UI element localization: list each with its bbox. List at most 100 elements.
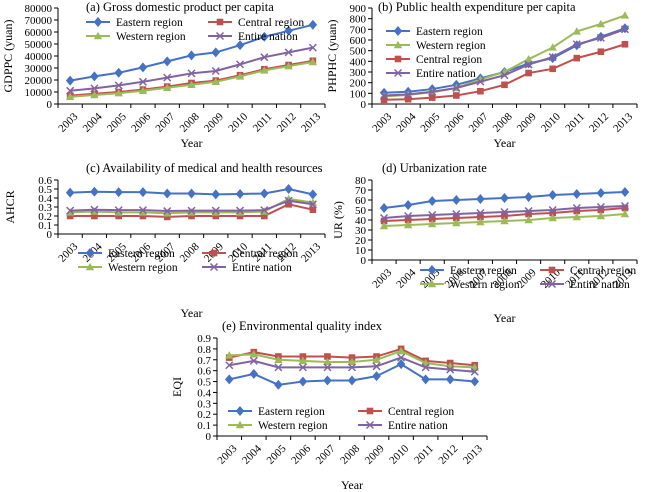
data-point-nation (211, 66, 220, 76)
y-tick-label: 50 (355, 205, 367, 217)
legend-label: Western region (416, 40, 486, 52)
x-axis-label: Year (341, 478, 363, 492)
legend-entry-nation: Entire nation (358, 420, 448, 432)
data-point-western (90, 90, 99, 99)
y-tick-label: 0.1 (197, 420, 211, 432)
data-point-central (348, 354, 356, 361)
data-point-nation-stroke-b (249, 356, 258, 365)
panel-title: (b) Public health expenditure per capita (378, 0, 576, 14)
data-point-central (380, 96, 388, 104)
data-point-nation-stroke-b (138, 77, 147, 86)
series-eastern (65, 184, 318, 200)
data-point-nation-stroke-b (620, 201, 629, 211)
y-tick-label: 0.1 (38, 220, 52, 232)
data-point-western (308, 57, 318, 66)
data-point-nation-stroke-b (452, 209, 461, 219)
data-point-central (115, 212, 122, 220)
y-tick-label: 60 (355, 195, 367, 207)
data-point-western (524, 215, 533, 224)
data-point-nation (114, 81, 123, 90)
y-tick-label: 20 (355, 235, 367, 247)
data-point-nation-stroke-b (236, 206, 245, 215)
data-point-eastern (235, 40, 245, 51)
y-tick-label: 0 (206, 431, 212, 443)
series-western (225, 346, 479, 371)
legend: Eastern region Central region Western regi… (86, 17, 304, 43)
legend-marker-stroke-b (547, 279, 557, 289)
data-point-eastern (421, 374, 430, 385)
data-point-nation-stroke-b (476, 77, 485, 86)
panel-title: (c) Availability of medical and health r… (86, 161, 323, 175)
legend-label: Eastern region (258, 406, 325, 418)
data-point-western (347, 357, 357, 366)
legend-marker (365, 420, 375, 430)
legend-marker (548, 266, 556, 274)
data-point-western (620, 209, 630, 218)
data-point-nation-stroke-b (308, 200, 317, 209)
x-tick-label: 2011 (563, 111, 587, 135)
data-point-nation (249, 356, 258, 365)
data-point-eastern (65, 75, 75, 86)
legend-entry-central: Central region (358, 406, 454, 418)
data-point-eastern (308, 189, 318, 200)
data-point-nation-stroke-b (347, 363, 357, 372)
data-point-eastern (596, 188, 606, 198)
x-tick-label: 2005 (265, 442, 289, 466)
data-point-nation-stroke-b (476, 208, 485, 218)
y-tick-label: 60000 (25, 27, 53, 39)
y-tick-label: 40 (355, 215, 367, 227)
x-tick-label: 2004 (394, 266, 418, 290)
data-point-central (212, 212, 220, 220)
data-point-eastern (138, 187, 148, 198)
data-point-nation (548, 53, 557, 62)
y-tick-label: 70 (355, 185, 367, 197)
legend-label: Entire nation (570, 279, 630, 291)
series-nation (225, 353, 479, 376)
x-tick-label: 2013 (299, 110, 323, 134)
data-point-nation (66, 86, 75, 95)
x-axis-label: Year (180, 136, 202, 150)
data-point-nation-stroke-b (66, 86, 75, 95)
data-point-eastern (90, 71, 99, 82)
panel-4: 00.10.20.30.40.50.60.70.80.9 2003 2004 2005… (170, 319, 488, 492)
panel-title: (e) Environmental quality index (222, 319, 383, 333)
data-point-eastern (162, 188, 172, 199)
data-point-nation-stroke-b (596, 33, 605, 42)
data-point-western (65, 92, 75, 100)
data-point-eastern (347, 375, 357, 386)
legend-label: Western region (116, 31, 186, 43)
data-point-eastern (452, 195, 461, 205)
y-tick-label: 0 (361, 99, 367, 111)
data-point-nation-stroke-b (421, 363, 430, 372)
x-tick-label: 2004 (240, 442, 264, 466)
data-point-nation (470, 367, 479, 376)
legend-entry-central: Central region (386, 54, 482, 66)
legend-entry-central: Central region (540, 265, 636, 277)
legend-entry-central: Central region (208, 17, 304, 29)
data-point-central (549, 65, 556, 73)
legend-marker (427, 265, 437, 275)
data-point-central (453, 92, 460, 99)
y-tick-label: 10 (355, 245, 367, 257)
data-point-nation-stroke-b (225, 361, 234, 370)
data-point-nation (452, 83, 461, 93)
legend-marker (547, 279, 557, 289)
data-point-nation (372, 362, 381, 371)
y-tick-label: 0 (47, 99, 53, 111)
y-tick-label: 900 (350, 3, 367, 15)
data-point-nation-stroke-b (446, 365, 455, 374)
series-central (380, 204, 629, 225)
legend-entry-nation: Entire nation (386, 68, 476, 80)
legend-marker (93, 31, 103, 40)
data-point-nation (211, 206, 220, 215)
legend-label: Central region (570, 265, 636, 277)
data-point-nation (421, 363, 430, 372)
legend-label: Central region (232, 248, 298, 260)
data-point-central (380, 217, 388, 225)
data-point-central (501, 212, 508, 220)
data-point-nation-stroke-b (298, 363, 307, 372)
data-point-nation (187, 206, 196, 215)
data-point-nation (428, 210, 437, 220)
y-axis-label: GDPPC (yuan) (1, 19, 15, 92)
data-point-nation (163, 73, 172, 82)
